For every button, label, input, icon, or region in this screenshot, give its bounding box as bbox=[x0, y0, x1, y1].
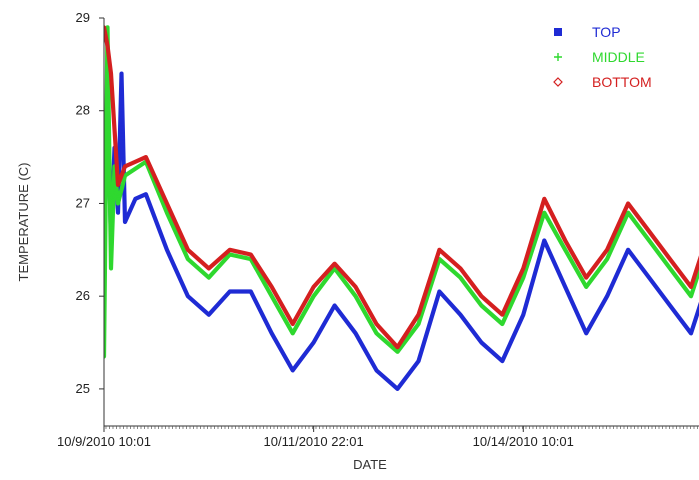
series-texture-top bbox=[104, 73, 699, 391]
x-tick-label: 10/9/2010 10:01 bbox=[57, 434, 151, 449]
legend-item-bottom: BOTTOM bbox=[553, 74, 652, 90]
legend-label-middle: MIDDLE bbox=[592, 49, 645, 65]
legend-item-top: TOP bbox=[554, 24, 621, 40]
series-texture-bottom bbox=[104, 27, 699, 350]
legend-label-bottom: BOTTOM bbox=[592, 74, 652, 90]
plot-area: 25 26 27 28 29 10/9/2010 10:01 10/11/2010 22:… bbox=[57, 10, 699, 449]
series-layer bbox=[104, 25, 699, 391]
legend-label-top: TOP bbox=[592, 24, 621, 40]
legend-item-middle: MIDDLE bbox=[554, 49, 645, 65]
x-axis-title: DATE bbox=[353, 457, 387, 472]
legend-marker-square bbox=[554, 28, 562, 36]
series-top bbox=[104, 71, 699, 391]
x-tick-labels: 10/9/2010 10:01 10/11/2010 22:01 10/14/201… bbox=[57, 426, 574, 449]
series-bottom bbox=[104, 25, 699, 350]
legend-marker-diamond bbox=[553, 77, 563, 87]
y-tick-label: 25 bbox=[76, 381, 90, 396]
legend-marker-plus bbox=[554, 53, 562, 61]
y-tick-label: 28 bbox=[76, 103, 90, 118]
y-tick-label: 29 bbox=[76, 10, 90, 25]
y-ticks: 25 26 27 28 29 bbox=[76, 10, 104, 396]
legend: TOP MIDDLE BOTTOM bbox=[553, 24, 652, 90]
y-tick-label: 27 bbox=[76, 195, 90, 210]
x-minor-ticks bbox=[105, 426, 698, 429]
x-tick-label: 10/11/2010 22:01 bbox=[264, 434, 364, 449]
y-axis-title: TEMPERATURE (C) bbox=[16, 163, 31, 282]
x-tick-label: 10/14/2010 10:01 bbox=[473, 434, 574, 449]
y-tick-label: 26 bbox=[76, 288, 90, 303]
